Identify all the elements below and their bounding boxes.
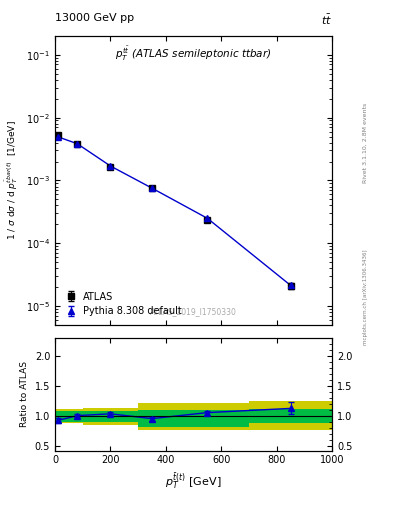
- Text: 13000 GeV pp: 13000 GeV pp: [55, 13, 134, 23]
- Text: ATLAS_2019_I1750330: ATLAS_2019_I1750330: [150, 307, 237, 316]
- Text: mcplots.cern.ch [arXiv:1306.3436]: mcplots.cern.ch [arXiv:1306.3436]: [363, 249, 368, 345]
- Text: $t\bar{t}$: $t\bar{t}$: [321, 13, 332, 27]
- Legend: ATLAS, Pythia 8.308 default: ATLAS, Pythia 8.308 default: [60, 288, 186, 321]
- Text: $p_T^{t\bar{t}}$ (ATLAS semileptonic ttbar): $p_T^{t\bar{t}}$ (ATLAS semileptonic ttb…: [115, 45, 272, 63]
- Y-axis label: Ratio to ATLAS: Ratio to ATLAS: [20, 361, 29, 427]
- Text: Rivet 3.1.10, 2.8M events: Rivet 3.1.10, 2.8M events: [363, 103, 368, 183]
- Y-axis label: 1 / $\sigma$ d$\sigma$ / d $p_{T}^{\bar{t}bar(t)}$  [1/GeV]: 1 / $\sigma$ d$\sigma$ / d $p_{T}^{\bar{…: [4, 120, 20, 241]
- X-axis label: $p_T^{\bar{t}(t)}$ [GeV]: $p_T^{\bar{t}(t)}$ [GeV]: [165, 471, 222, 491]
